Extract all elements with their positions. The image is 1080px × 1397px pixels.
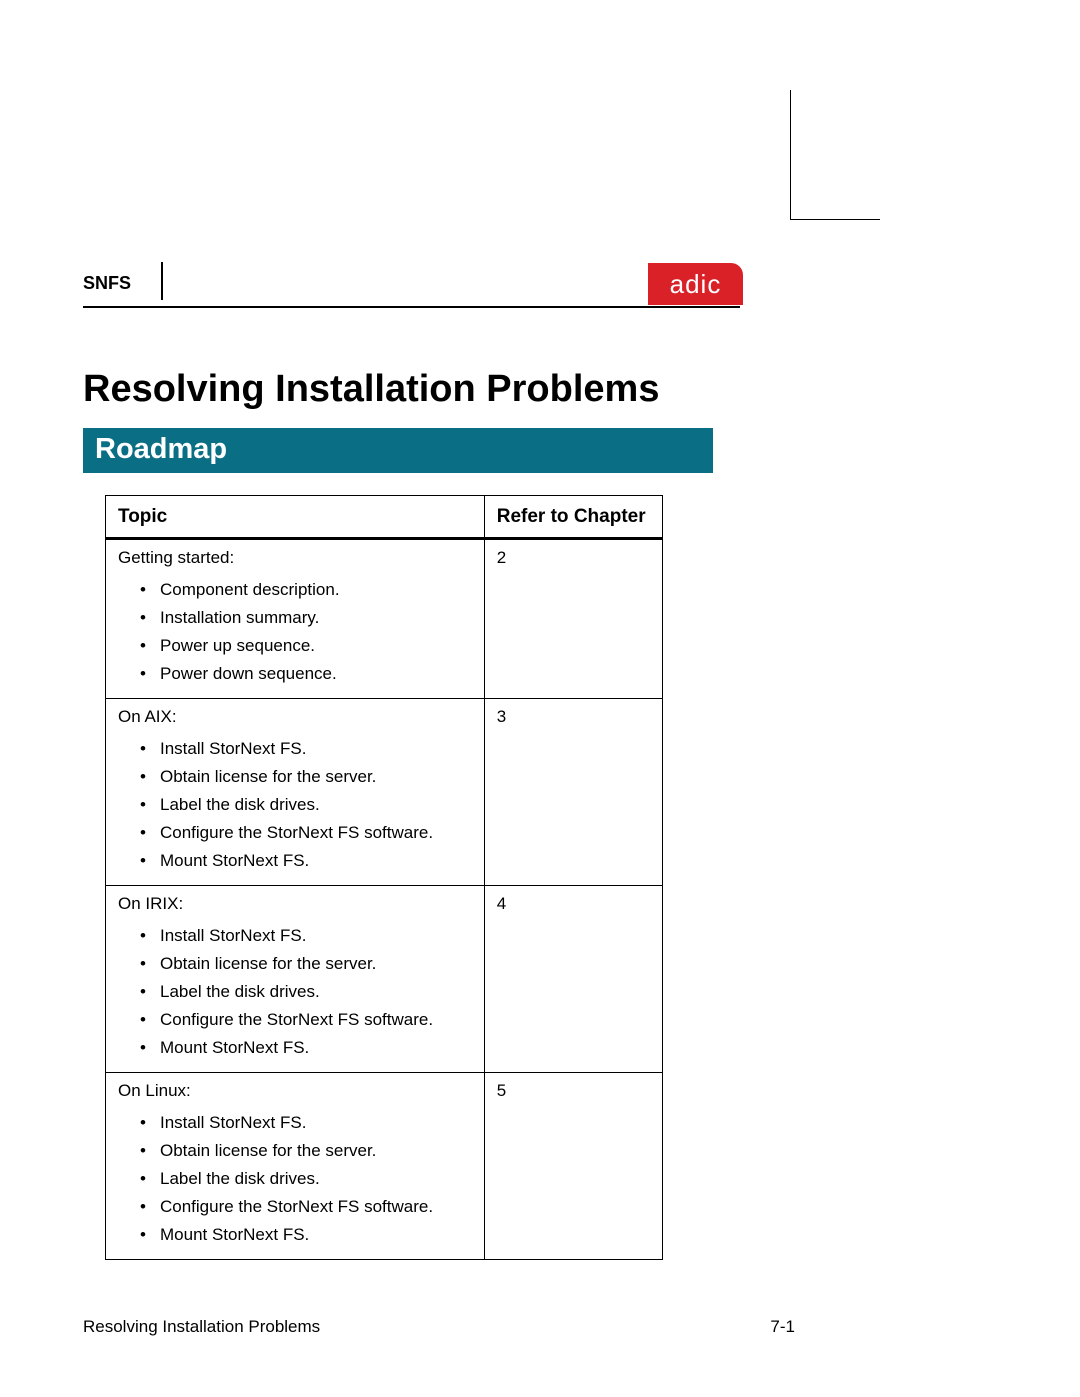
- topic-item: Label the disk drives.: [160, 978, 472, 1006]
- topic-title: On IRIX:: [118, 894, 472, 914]
- roadmap-table: Topic Refer to Chapter Getting started: C…: [105, 495, 663, 1260]
- table-row: Getting started: Component description.In…: [106, 539, 663, 699]
- topic-item: Power down sequence.: [160, 660, 472, 688]
- table-row: On IRIX: Install StorNext FS.Obtain licen…: [106, 886, 663, 1073]
- header-label: SNFS: [83, 273, 161, 300]
- topic-title: On Linux:: [118, 1081, 472, 1101]
- chapter-cell: 5: [484, 1073, 662, 1260]
- col-topic: Topic: [106, 496, 485, 539]
- topic-item: Install StorNext FS.: [160, 735, 472, 763]
- topic-cell: On AIX: Install StorNext FS.Obtain licens…: [106, 699, 485, 886]
- topic-item: Obtain license for the server.: [160, 1137, 472, 1165]
- topic-cell: On Linux: Install StorNext FS.Obtain lice…: [106, 1073, 485, 1260]
- logo-text: adic: [670, 269, 722, 300]
- footer: Resolving Installation Problems 7-1: [83, 1317, 795, 1337]
- topic-item: Component description.: [160, 576, 472, 604]
- logo: adic: [648, 263, 743, 305]
- topic-item: Configure the StorNext FS software.: [160, 1193, 472, 1221]
- col-chapter: Refer to Chapter: [484, 496, 662, 539]
- table-row: On Linux: Install StorNext FS.Obtain lice…: [106, 1073, 663, 1260]
- chapter-cell: 3: [484, 699, 662, 886]
- topic-item-list: Install StorNext FS.Obtain license for t…: [118, 922, 472, 1062]
- table-header-row: Topic Refer to Chapter: [106, 496, 663, 539]
- table-row: On AIX: Install StorNext FS.Obtain licens…: [106, 699, 663, 886]
- topic-item: Mount StorNext FS.: [160, 1034, 472, 1062]
- section-heading: Roadmap: [83, 428, 713, 473]
- topic-item: Mount StorNext FS.: [160, 1221, 472, 1249]
- corner-decoration: [790, 90, 880, 220]
- page: SNFS adic Resolving Installation Problem…: [0, 0, 1080, 1397]
- footer-right: 7-1: [770, 1317, 795, 1337]
- topic-item: Configure the StorNext FS software.: [160, 819, 472, 847]
- topic-cell: On IRIX: Install StorNext FS.Obtain licen…: [106, 886, 485, 1073]
- header-divider: [161, 262, 163, 300]
- chapter-cell: 4: [484, 886, 662, 1073]
- topic-cell: Getting started: Component description.In…: [106, 539, 485, 699]
- topic-item: Install StorNext FS.: [160, 922, 472, 950]
- topic-item: Obtain license for the server.: [160, 950, 472, 978]
- topic-title: Getting started:: [118, 548, 472, 568]
- chapter-cell: 2: [484, 539, 662, 699]
- footer-left: Resolving Installation Problems: [83, 1317, 320, 1337]
- topic-title: On AIX:: [118, 707, 472, 727]
- topic-item-list: Component description.Installation summa…: [118, 576, 472, 688]
- topic-item: Obtain license for the server.: [160, 763, 472, 791]
- topic-item: Label the disk drives.: [160, 791, 472, 819]
- topic-item: Installation summary.: [160, 604, 472, 632]
- topic-item: Mount StorNext FS.: [160, 847, 472, 875]
- topic-item: Install StorNext FS.: [160, 1109, 472, 1137]
- header-row: SNFS: [83, 270, 740, 308]
- topic-item-list: Install StorNext FS.Obtain license for t…: [118, 1109, 472, 1249]
- topic-item: Power up sequence.: [160, 632, 472, 660]
- topic-item: Configure the StorNext FS software.: [160, 1006, 472, 1034]
- page-title: Resolving Installation Problems: [83, 368, 659, 411]
- topic-item-list: Install StorNext FS.Obtain license for t…: [118, 735, 472, 875]
- topic-item: Label the disk drives.: [160, 1165, 472, 1193]
